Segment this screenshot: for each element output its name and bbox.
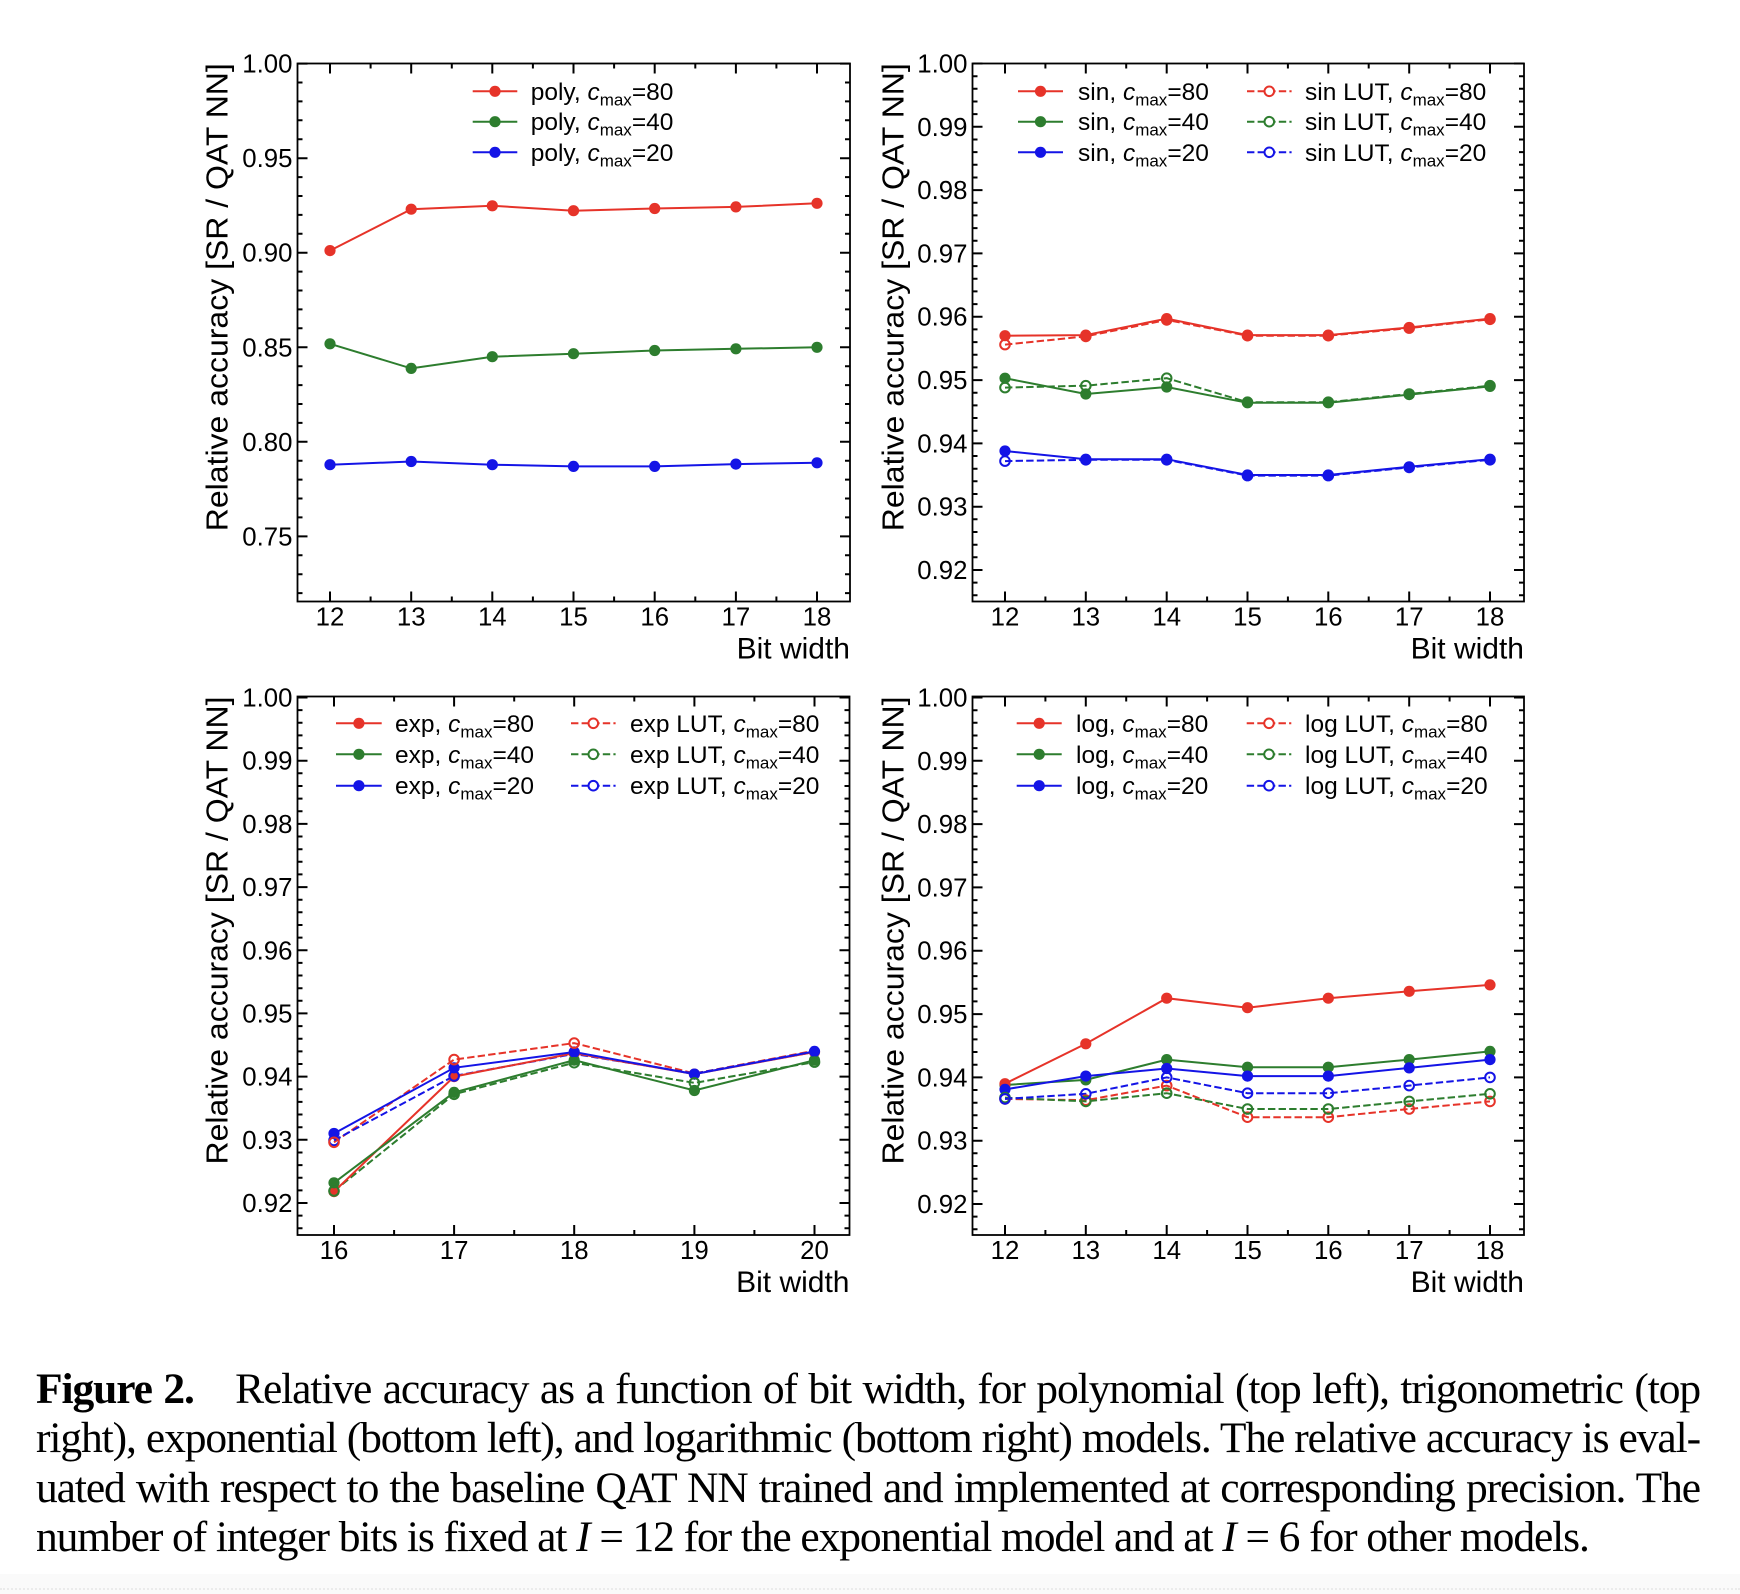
svg-text:16: 16	[640, 604, 669, 632]
svg-text:sin LUT, cmax=80: sin LUT, cmax=80	[1305, 79, 1486, 110]
svg-text:0.99: 0.99	[242, 748, 292, 776]
svg-text:0.96: 0.96	[917, 938, 967, 966]
svg-text:0.95: 0.95	[917, 367, 967, 395]
svg-text:sin, cmax=80: sin, cmax=80	[1078, 79, 1209, 110]
svg-text:0.80: 0.80	[242, 429, 292, 457]
svg-text:Relative accuracy [SR / QAT NN: Relative accuracy [SR / QAT NN]	[876, 63, 911, 531]
svg-text:0.95: 0.95	[242, 145, 292, 173]
svg-text:0.75: 0.75	[242, 523, 292, 551]
svg-text:17: 17	[1395, 604, 1424, 632]
svg-text:0.94: 0.94	[917, 1064, 967, 1092]
svg-text:14: 14	[478, 604, 507, 632]
svg-text:log LUT, cmax=40: log LUT, cmax=40	[1305, 742, 1488, 773]
svg-text:20: 20	[800, 1237, 829, 1265]
svg-text:15: 15	[1233, 1237, 1262, 1265]
svg-text:0.93: 0.93	[917, 1128, 967, 1156]
svg-text:0.94: 0.94	[917, 430, 967, 458]
svg-text:Bit width: Bit width	[1411, 1266, 1524, 1299]
svg-text:Relative accuracy [SR / QAT NN: Relative accuracy [SR / QAT NN]	[200, 63, 235, 531]
svg-text:Bit width: Bit width	[736, 1266, 849, 1299]
svg-text:1.00: 1.00	[242, 51, 292, 79]
svg-text:18: 18	[803, 604, 832, 632]
svg-text:log, cmax=80: log, cmax=80	[1076, 711, 1208, 742]
svg-text:0.96: 0.96	[917, 304, 967, 332]
svg-text:0.98: 0.98	[917, 177, 967, 205]
svg-text:sin, cmax=20: sin, cmax=20	[1078, 140, 1209, 171]
svg-text:14: 14	[1152, 604, 1181, 632]
svg-text:1.00: 1.00	[917, 685, 967, 713]
svg-text:0.97: 0.97	[917, 874, 967, 902]
svg-text:0.99: 0.99	[917, 748, 967, 776]
svg-text:sin, cmax=40: sin, cmax=40	[1078, 109, 1209, 140]
svg-text:0.95: 0.95	[917, 1001, 967, 1029]
svg-text:12: 12	[991, 1237, 1020, 1265]
svg-text:16: 16	[1314, 1237, 1343, 1265]
svg-text:19: 19	[680, 1237, 709, 1265]
svg-text:sin LUT, cmax=40: sin LUT, cmax=40	[1305, 109, 1486, 140]
svg-text:sin LUT, cmax=20: sin LUT, cmax=20	[1305, 140, 1486, 171]
svg-text:0.93: 0.93	[242, 1127, 292, 1155]
svg-text:18: 18	[1476, 1237, 1505, 1265]
svg-text:15: 15	[1233, 604, 1262, 632]
svg-text:13: 13	[397, 604, 426, 632]
svg-text:0.98: 0.98	[242, 811, 292, 839]
svg-text:12: 12	[316, 604, 345, 632]
svg-text:16: 16	[320, 1237, 349, 1265]
svg-text:poly, cmax=40: poly, cmax=40	[531, 109, 674, 140]
svg-text:16: 16	[1314, 604, 1343, 632]
svg-text:12: 12	[991, 604, 1020, 632]
svg-text:exp LUT, cmax=40: exp LUT, cmax=40	[630, 742, 819, 773]
svg-text:0.98: 0.98	[917, 811, 967, 839]
svg-text:17: 17	[1395, 1237, 1424, 1265]
svg-text:14: 14	[1152, 1237, 1181, 1265]
svg-text:0.95: 0.95	[242, 1000, 292, 1028]
svg-text:15: 15	[559, 604, 588, 632]
svg-text:1.00: 1.00	[917, 51, 967, 79]
svg-text:log, cmax=40: log, cmax=40	[1076, 742, 1208, 773]
svg-text:17: 17	[722, 604, 751, 632]
svg-text:0.99: 0.99	[917, 114, 967, 142]
svg-text:13: 13	[1071, 1237, 1100, 1265]
svg-text:0.92: 0.92	[917, 1191, 967, 1219]
svg-text:18: 18	[1476, 604, 1505, 632]
svg-text:13: 13	[1071, 604, 1100, 632]
svg-text:0.94: 0.94	[242, 1064, 292, 1092]
svg-text:Bit width: Bit width	[737, 633, 850, 666]
svg-text:log LUT, cmax=80: log LUT, cmax=80	[1305, 711, 1488, 742]
svg-text:0.92: 0.92	[917, 557, 967, 585]
svg-text:0.96: 0.96	[242, 937, 292, 965]
svg-text:18: 18	[560, 1237, 589, 1265]
svg-text:0.93: 0.93	[917, 494, 967, 522]
svg-text:0.90: 0.90	[242, 240, 292, 268]
svg-text:exp, cmax=20: exp, cmax=20	[395, 773, 534, 804]
svg-text:Relative accuracy [SR / QAT NN: Relative accuracy [SR / QAT NN]	[876, 697, 911, 1165]
svg-text:1.00: 1.00	[242, 685, 292, 713]
svg-text:17: 17	[440, 1237, 469, 1265]
svg-text:Bit width: Bit width	[1411, 633, 1524, 666]
svg-text:0.97: 0.97	[917, 240, 967, 268]
svg-text:log, cmax=20: log, cmax=20	[1076, 773, 1208, 804]
svg-text:poly, cmax=80: poly, cmax=80	[531, 79, 674, 110]
svg-text:exp LUT, cmax=20: exp LUT, cmax=20	[630, 773, 819, 804]
svg-text:exp, cmax=40: exp, cmax=40	[395, 742, 534, 773]
svg-text:log LUT, cmax=20: log LUT, cmax=20	[1305, 773, 1488, 804]
svg-text:Relative accuracy [SR / QAT NN: Relative accuracy [SR / QAT NN]	[200, 697, 235, 1165]
svg-text:poly, cmax=20: poly, cmax=20	[531, 140, 674, 171]
svg-text:0.97: 0.97	[242, 874, 292, 902]
svg-text:0.92: 0.92	[242, 1190, 292, 1218]
svg-text:exp, cmax=80: exp, cmax=80	[395, 711, 534, 742]
svg-text:exp LUT, cmax=80: exp LUT, cmax=80	[630, 711, 819, 742]
svg-text:0.85: 0.85	[242, 334, 292, 362]
